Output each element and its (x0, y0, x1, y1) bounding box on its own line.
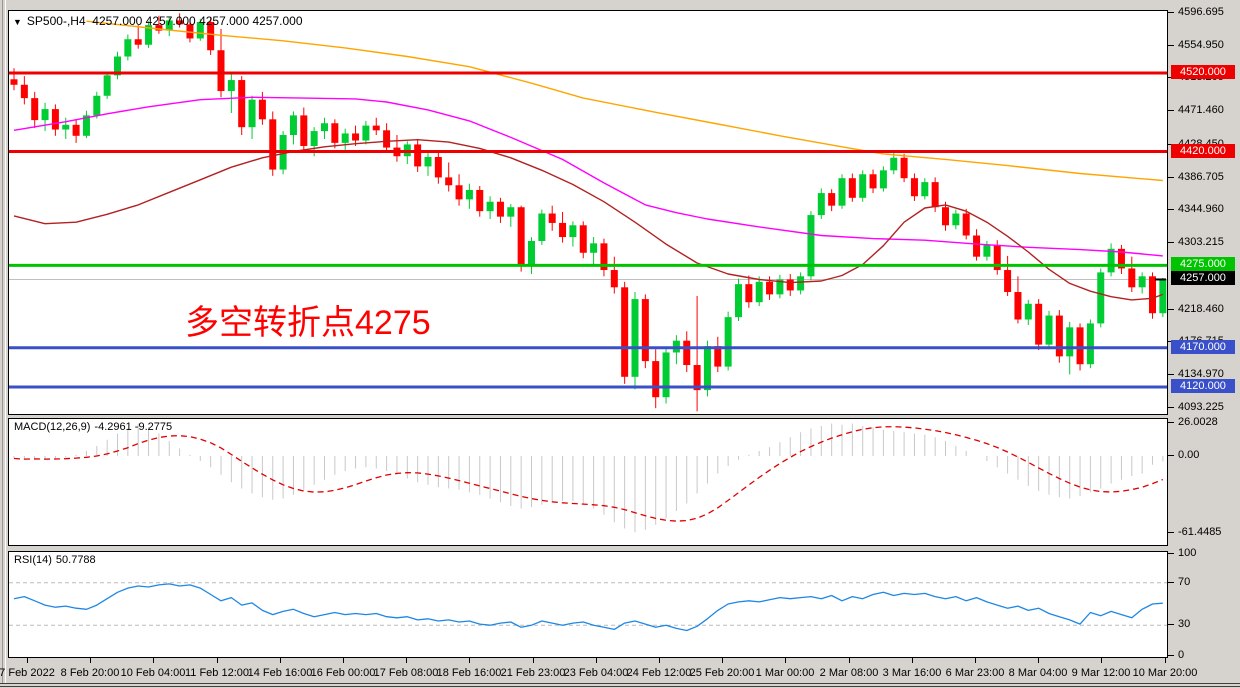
axis-tick-label: 4386.705 (1178, 171, 1224, 183)
symbol-timeframe-label: SP500-,H4 (26, 14, 86, 28)
time-label: 9 Mar 12:00 (1071, 667, 1131, 679)
time-tick-mark (27, 658, 28, 663)
time-label: 1 Mar 00:00 (755, 667, 815, 679)
current-price-label: 4257.000 (1171, 271, 1235, 285)
axis-tick-label: 0.00 (1178, 449, 1200, 461)
time-label: 3 Mar 16:00 (882, 667, 942, 679)
axis-tick-label: 4093.225 (1178, 401, 1224, 413)
axis-tick-mark (1168, 177, 1174, 178)
time-label: 14 Feb 16:00 (247, 667, 313, 679)
time-label: 10 Feb 04:00 (120, 667, 186, 679)
axis-tick-mark (1168, 407, 1174, 408)
time-label: 2 Mar 08:00 (819, 667, 879, 679)
time-label: 10 Mar 20:00 (1132, 667, 1198, 679)
axis-tick-mark (1168, 242, 1174, 243)
time-label: 7 Feb 2022 (0, 667, 55, 679)
macd-header: MACD(12,26,9) -4.2961 -9.2775 (14, 421, 176, 433)
time-label: 25 Feb 20:00 (689, 667, 755, 679)
time-tick-mark (975, 658, 976, 663)
window-left-border (2, 0, 3, 683)
time-tick-mark (722, 658, 723, 663)
time-label: 6 Mar 23:00 (945, 667, 1005, 679)
axis-tick-mark (1168, 309, 1174, 310)
time-label: 24 Feb 12:00 (626, 667, 692, 679)
time-tick-mark (849, 658, 850, 663)
time-label: 23 Feb 04:00 (563, 667, 629, 679)
axis-tick-label: 30 (1178, 618, 1191, 630)
axis-tick-label: 4344.960 (1178, 203, 1224, 215)
time-tick-mark (469, 658, 470, 663)
axis-tick-label: -61.4485 (1178, 526, 1222, 538)
axis-tick-mark (1168, 553, 1174, 554)
time-label: 16 Feb 00:00 (310, 667, 376, 679)
candlestick-chart[interactable] (9, 11, 1167, 414)
axis-tick-mark (1168, 374, 1174, 375)
time-label: 8 Mar 04:00 (1008, 667, 1068, 679)
symbol-dropdown-icon[interactable]: ▼ (13, 17, 22, 27)
axis-tick-label: 0 (1178, 649, 1185, 661)
time-tick-mark (659, 658, 660, 663)
macd-panel[interactable]: MACD(12,26,9) -4.2961 -9.2775 (8, 418, 1168, 546)
axis-tick-label: 100 (1178, 547, 1197, 559)
time-label: 8 Feb 20:00 (60, 667, 120, 679)
axis-tick-label: 4218.460 (1178, 303, 1224, 315)
axis-tick-mark (1168, 12, 1174, 13)
price-level-label: 4275.000 (1171, 257, 1235, 271)
time-label: 18 Feb 16:00 (436, 667, 502, 679)
time-tick-mark (217, 658, 218, 663)
window-bottom-border (0, 683, 1240, 684)
time-tick-mark (1101, 658, 1102, 663)
price-level-label: 4120.000 (1171, 379, 1235, 393)
axis-tick-mark (1168, 45, 1174, 46)
time-tick-mark (406, 658, 407, 663)
time-label: 21 Feb 23:00 (500, 667, 566, 679)
ohlc-quotes: 4257.000 4257.000 4257.000 4257.000 (92, 14, 303, 28)
axis-tick-label: 4134.970 (1178, 368, 1224, 380)
macd-values: -4.2961 -9.2775 (94, 421, 173, 433)
time-tick-mark (785, 658, 786, 663)
axis-tick-mark (1168, 624, 1174, 625)
time-tick-mark (1038, 658, 1039, 663)
time-tick-mark (280, 658, 281, 663)
rsi-value: 50.7788 (55, 554, 96, 566)
time-tick-mark (533, 658, 534, 663)
time-tick-mark (343, 658, 344, 663)
axis-tick-mark (1168, 422, 1174, 423)
annotation-text: 多空转折点4275 (185, 304, 431, 342)
time-label: 17 Feb 08:00 (373, 667, 439, 679)
axis-tick-mark (1168, 209, 1174, 210)
time-tick-mark (90, 658, 91, 663)
window-bottom-border2 (0, 686, 1240, 687)
axis-tick-mark (1168, 110, 1174, 111)
rsi-chart[interactable] (9, 552, 1167, 657)
time-tick-mark (153, 658, 154, 663)
axis-tick-label: 4303.215 (1178, 236, 1224, 248)
axis-tick-mark (1168, 455, 1174, 456)
macd-title: MACD(12,26,9) (14, 421, 91, 433)
axis-tick-label: 4596.695 (1178, 6, 1224, 18)
time-label: 11 Feb 12:00 (184, 667, 250, 679)
rsi-header: RSI(14) 50.7788 (14, 554, 100, 566)
symbol-header: ▼ SP500-,H4 4257.000 4257.000 4257.000 42… (13, 14, 303, 28)
axis-tick-label: 4471.460 (1178, 104, 1224, 116)
time-tick-mark (912, 658, 913, 663)
time-tick-mark (1165, 658, 1166, 663)
window-left-border-highlight (5, 0, 6, 683)
price-level-label: 4170.000 (1171, 340, 1235, 354)
macd-chart[interactable] (9, 419, 1167, 545)
price-level-label: 4420.000 (1171, 144, 1235, 158)
rsi-title: RSI(14) (14, 554, 52, 566)
axis-tick-label: 70 (1178, 576, 1191, 588)
time-tick-mark (596, 658, 597, 663)
price-level-label: 4520.000 (1171, 65, 1235, 79)
axis-tick-label: 4554.950 (1178, 39, 1224, 51)
axis-tick-mark (1168, 532, 1174, 533)
axis-tick-mark (1168, 655, 1174, 656)
main-chart-panel[interactable]: ▼ SP500-,H4 4257.000 4257.000 4257.000 42… (8, 10, 1168, 415)
axis-tick-mark (1168, 582, 1174, 583)
rsi-panel[interactable]: RSI(14) 50.7788 (8, 551, 1168, 658)
axis-tick-label: 26.0028 (1178, 416, 1218, 428)
